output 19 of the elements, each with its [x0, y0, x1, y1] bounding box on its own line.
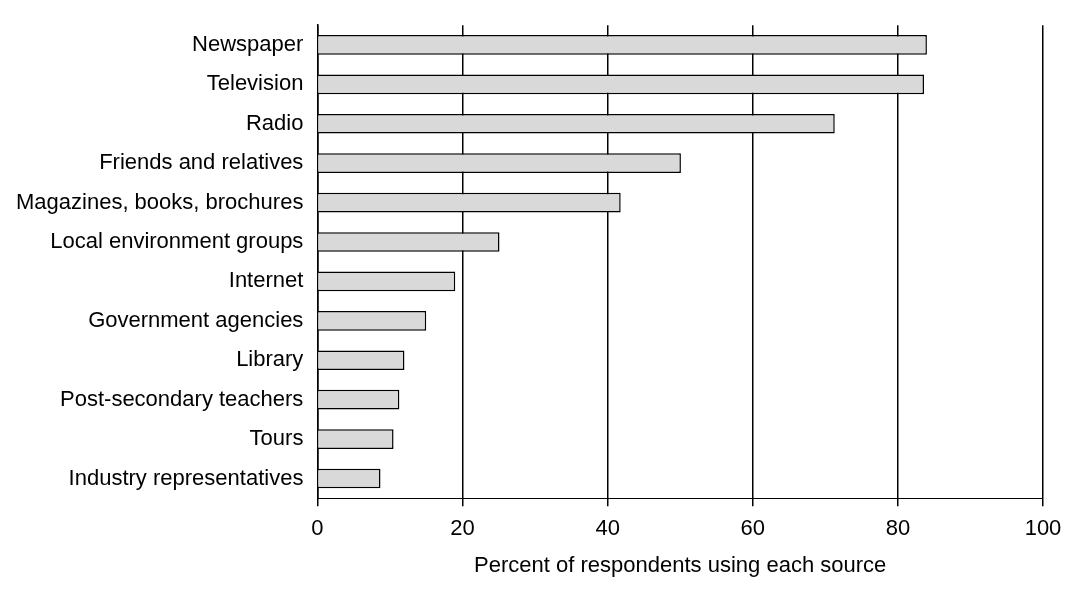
y-tick-label: Government agencies: [88, 306, 304, 332]
y-tick-label: Industry representatives: [68, 464, 304, 490]
x-tick-label: 40: [595, 515, 620, 541]
x-tick-label: 20: [450, 515, 475, 541]
y-tick-label: Library: [236, 346, 304, 372]
x-axis-title: Percent of respondents using each source: [474, 551, 887, 577]
y-tick-label: Friends and relatives: [99, 149, 304, 175]
x-tick-label: 100: [1024, 515, 1062, 541]
y-tick-label: Internet: [228, 267, 304, 293]
y-tick-label: Magazines, books, brochures: [16, 188, 304, 214]
x-tick-label: 60: [740, 515, 765, 541]
y-tick-label: Tours: [249, 425, 304, 451]
y-tick-label: Radio: [245, 109, 304, 135]
y-tick-label: Newspaper: [192, 30, 304, 56]
y-tick-label: Television: [206, 70, 304, 96]
y-tick-label: Post-secondary teachers: [60, 385, 304, 411]
x-tick-label: 0: [311, 515, 324, 541]
y-tick-label: Local environment groups: [50, 228, 304, 254]
x-tick-label: 80: [885, 515, 911, 541]
